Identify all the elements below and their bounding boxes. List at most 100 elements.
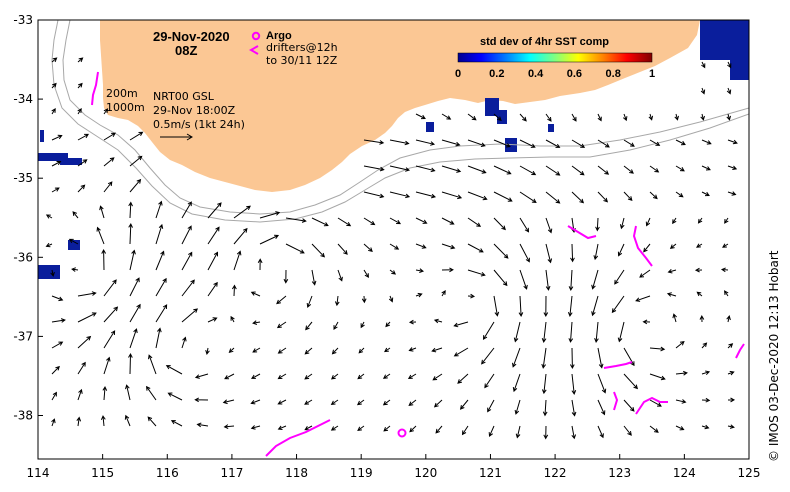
current-arrow [513, 321, 521, 343]
current-arrow [482, 321, 495, 340]
current-arrow [467, 139, 486, 147]
current-arrow [103, 108, 109, 115]
current-arrow [334, 295, 340, 307]
vector-scale-label: 0.5m/s (1kt 24h) [153, 118, 245, 131]
analysis-time-label: 29-Nov 18:00Z [153, 104, 236, 117]
current-arrow [697, 217, 703, 224]
current-arrow [389, 269, 397, 275]
current-arrow [207, 317, 218, 323]
current-arrow [484, 373, 495, 389]
current-arrow [50, 269, 55, 277]
current-arrow [675, 139, 686, 146]
current-arrow [148, 354, 157, 375]
colorbar-tick-label: 1 [649, 68, 655, 80]
current-arrow [432, 373, 443, 381]
current-arrow [77, 361, 86, 375]
current-arrow [568, 321, 574, 343]
current-arrow [700, 113, 705, 121]
current-arrow [277, 373, 287, 380]
current-arrow [467, 269, 486, 277]
current-arrow [648, 113, 654, 121]
current-arrow [545, 191, 561, 204]
current-arrow [457, 373, 469, 384]
current-arrow [101, 248, 107, 271]
current-arrow [597, 165, 610, 175]
current-arrow [285, 243, 305, 254]
current-arrow [389, 191, 411, 199]
current-arrow [519, 165, 537, 176]
current-arrow [155, 277, 167, 297]
current-arrow [512, 373, 521, 393]
current-arrow [194, 397, 209, 403]
current-arrow [45, 242, 53, 248]
current-arrow [181, 279, 195, 297]
current-arrow [103, 330, 116, 349]
land-mass [100, 20, 700, 192]
current-arrow [623, 347, 635, 367]
current-arrow [571, 113, 577, 122]
current-arrow [453, 321, 469, 328]
current-arrow [701, 397, 711, 403]
current-arrow [488, 425, 495, 438]
current-arrow [389, 139, 410, 146]
current-arrow [441, 139, 461, 147]
current-arrow [181, 201, 192, 219]
current-arrow [415, 217, 428, 224]
current-arrow [72, 211, 79, 219]
current-arrow [51, 295, 64, 302]
current-arrow [382, 373, 391, 379]
current-arrow [614, 269, 625, 285]
current-arrow [233, 227, 248, 245]
current-arrow [357, 425, 365, 432]
current-arrow [726, 87, 732, 95]
current-arrow [461, 425, 469, 436]
current-arrow [337, 217, 352, 227]
current-arrow [571, 399, 577, 417]
current-arrow [649, 346, 666, 352]
current-arrow [595, 217, 600, 232]
current-arrow [545, 165, 561, 176]
current-arrow [155, 250, 165, 271]
current-arrow [623, 425, 632, 436]
current-arrow [51, 161, 62, 167]
current-arrow [441, 113, 452, 120]
current-arrow [259, 234, 280, 245]
current-arrow [519, 243, 530, 263]
current-arrow [593, 243, 599, 261]
current-arrow [701, 342, 708, 349]
current-arrow [415, 165, 436, 173]
current-arrow [147, 416, 157, 427]
current-arrow [276, 295, 287, 305]
current-arrow [433, 318, 443, 324]
current-arrow [433, 399, 443, 408]
current-arrow [727, 397, 736, 403]
current-arrow [103, 132, 116, 141]
current-arrow [250, 373, 261, 379]
current-arrow [304, 373, 313, 380]
colorbar [457, 52, 653, 63]
current-arrow [51, 187, 60, 193]
current-arrow [128, 201, 133, 219]
y-tick-label: -37 [13, 329, 33, 343]
current-arrow [727, 61, 732, 69]
current-arrow [441, 267, 454, 273]
current-arrow [727, 343, 734, 349]
current-arrow [285, 217, 307, 223]
current-arrow [597, 139, 610, 148]
current-arrow [467, 191, 488, 201]
current-arrow [389, 217, 402, 225]
current-arrow [570, 243, 575, 263]
drifter-track [603, 361, 633, 369]
current-arrow [459, 399, 469, 410]
current-arrow [623, 139, 635, 147]
current-arrow [726, 315, 731, 323]
current-arrow [250, 399, 261, 405]
current-arrow [363, 191, 385, 199]
current-arrow [696, 291, 703, 297]
current-arrow [389, 165, 411, 172]
current-arrow [467, 113, 477, 121]
current-arrow [727, 139, 738, 145]
current-arrow [493, 191, 513, 202]
current-arrow [205, 347, 210, 355]
current-arrow [487, 399, 495, 413]
